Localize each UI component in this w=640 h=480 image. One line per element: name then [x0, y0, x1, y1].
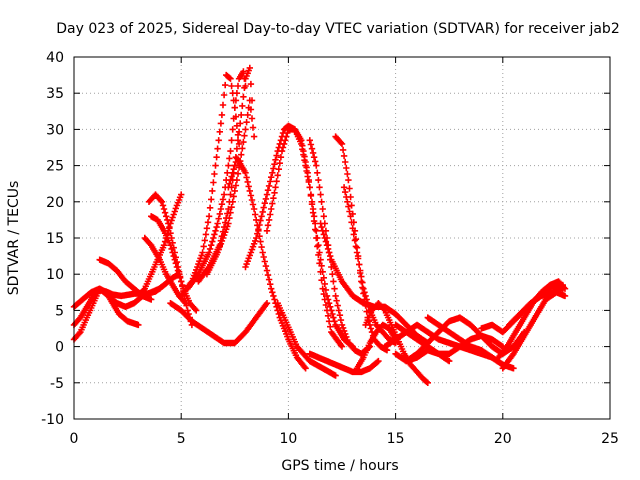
- x-tick-label: 10: [279, 431, 297, 447]
- series-arc-14: [225, 155, 309, 372]
- y-tick-label: -5: [50, 376, 64, 392]
- data-series: [70, 64, 569, 386]
- axis-ticks: [73, 56, 611, 420]
- x-tick-label: 15: [387, 431, 405, 447]
- point-markers: [392, 347, 453, 365]
- point-markers: [184, 68, 249, 292]
- y-tick-label: 40: [46, 50, 64, 66]
- y-tick-label: -10: [41, 412, 64, 428]
- chart-title: Day 023 of 2025, Sidereal Day-to-day VTE…: [56, 21, 619, 37]
- y-tick-label: 30: [46, 122, 64, 138]
- point-markers: [306, 350, 382, 376]
- series-arc-9: [167, 300, 271, 347]
- y-tick-label: 5: [55, 303, 64, 319]
- series-arc-29: [392, 347, 453, 365]
- series-arc-33: [506, 281, 566, 329]
- point-markers: [167, 300, 271, 347]
- series-arc-17: [274, 300, 339, 379]
- point-markers: [506, 281, 566, 329]
- series-arc-11: [184, 68, 249, 292]
- y-axis-tick-labels: -10 -5 0 5 10 15 20 25 30 35 40: [41, 50, 64, 428]
- x-tick-label: 0: [70, 431, 79, 447]
- series-arc-8: [135, 191, 185, 300]
- point-markers: [135, 191, 185, 300]
- point-markers: [225, 155, 309, 372]
- y-tick-label: 25: [46, 159, 64, 175]
- x-axis-tick-labels: 0 5 10 15 20 25: [70, 431, 619, 447]
- y-tick-label: 35: [46, 86, 64, 102]
- x-tick-label: 25: [601, 431, 619, 447]
- y-axis-label: SDTVAR / TECUs: [6, 181, 22, 296]
- y-tick-label: 15: [46, 231, 64, 247]
- x-axis-label: GPS time / hours: [281, 458, 398, 474]
- series-arc-16: [263, 126, 356, 350]
- point-markers: [145, 191, 196, 329]
- series-arc-19: [306, 350, 382, 376]
- x-tick-label: 5: [177, 431, 186, 447]
- point-markers: [263, 126, 356, 350]
- x-tick-label: 20: [494, 431, 512, 447]
- y-tick-label: 20: [46, 195, 64, 211]
- y-tick-label: 0: [55, 340, 64, 356]
- point-markers: [274, 300, 339, 379]
- y-tick-label: 10: [46, 267, 64, 283]
- series-arc-6: [145, 191, 196, 329]
